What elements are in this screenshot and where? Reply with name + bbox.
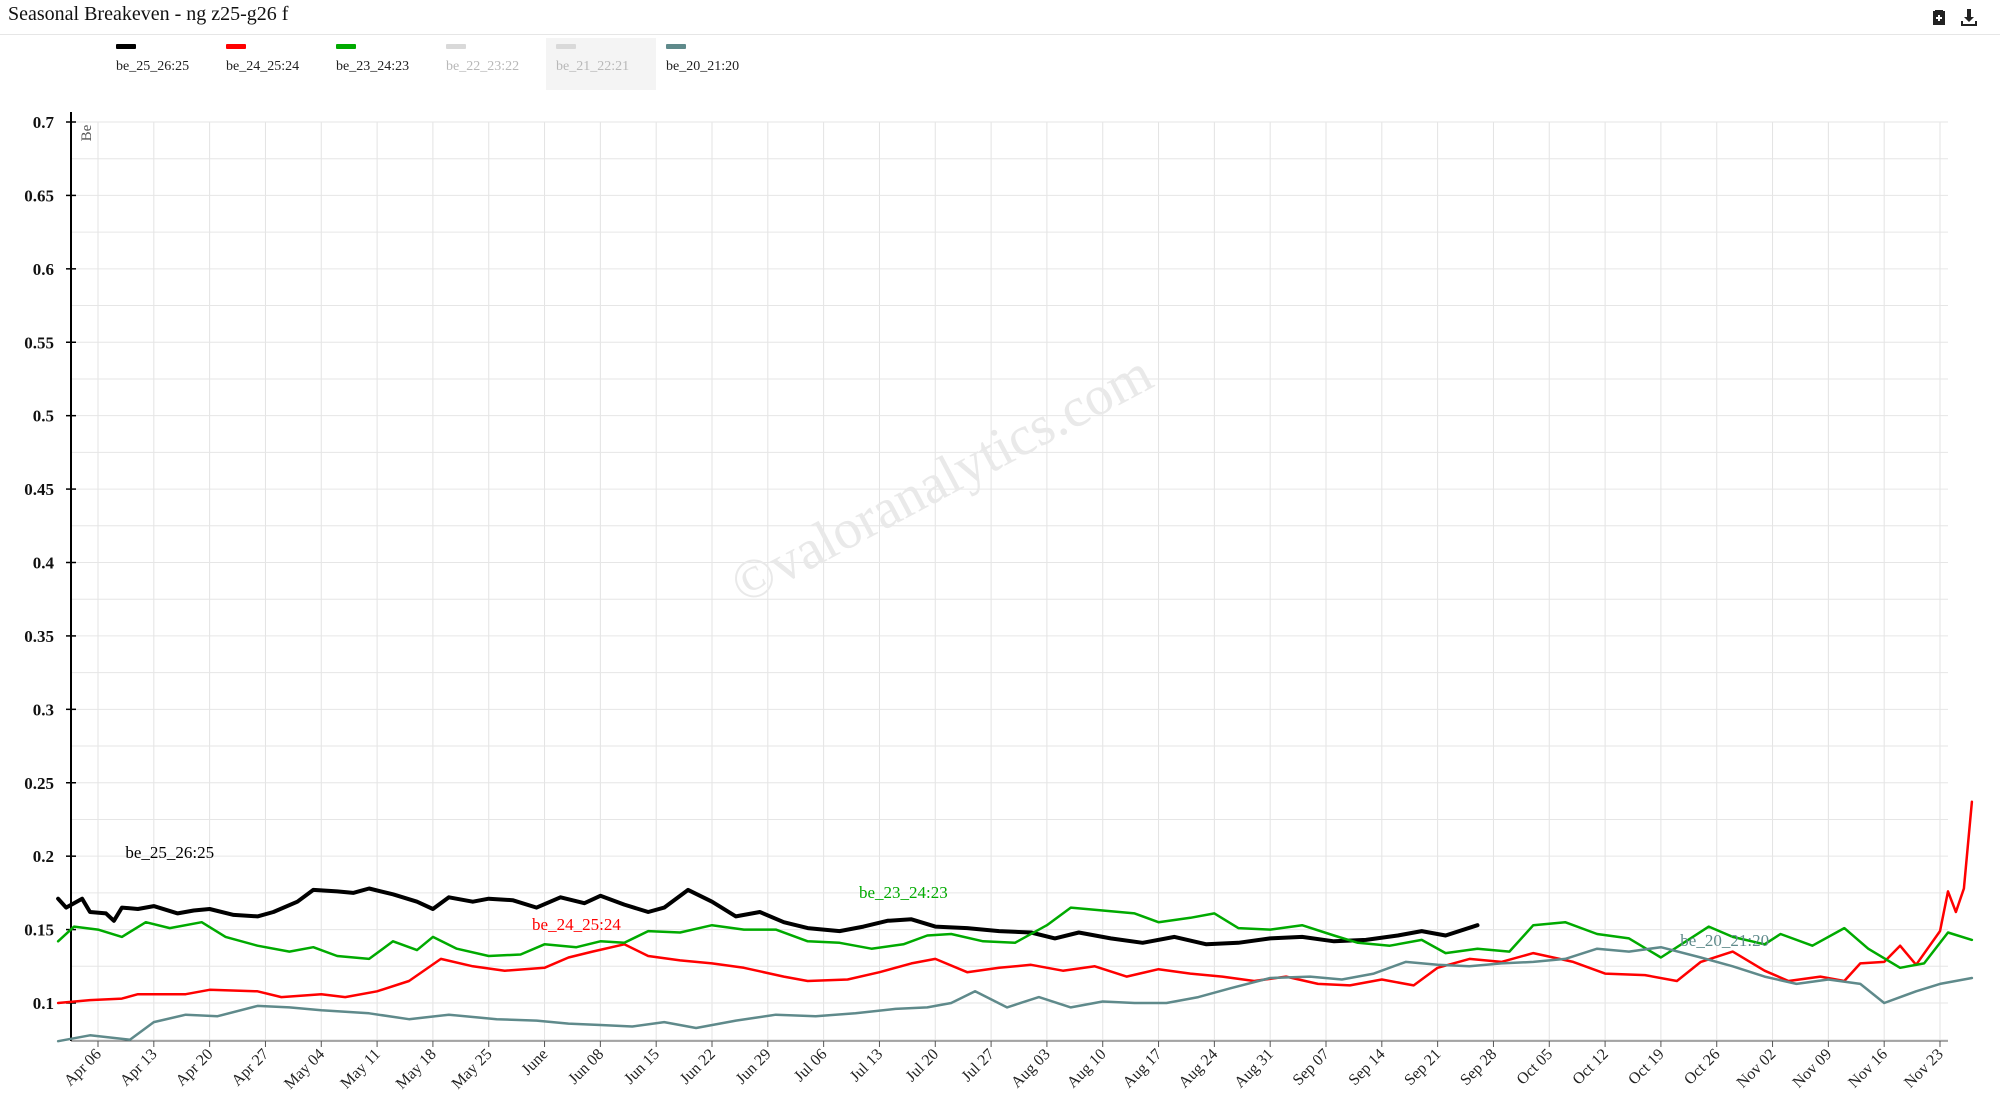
legend-item-be-23-24-23[interactable]: be_23_24:23 <box>326 38 436 90</box>
series-label: be_20_21:20 <box>1680 931 1769 950</box>
legend-swatch <box>446 44 466 49</box>
x-tick-label: May 11 <box>337 1046 383 1092</box>
legend-label: be_22_23:22 <box>446 59 520 74</box>
clipboard-icon[interactable] <box>1928 6 1950 28</box>
x-tick-label: Aug 17 <box>1120 1046 1166 1092</box>
legend-label: be_25_26:25 <box>116 59 190 74</box>
y-tick-label: 0.7 <box>33 113 55 132</box>
x-tick-label: Sep 21 <box>1401 1046 1444 1089</box>
legend-label: be_24_25:24 <box>226 59 300 74</box>
x-tick-label: Oct 12 <box>1569 1046 1612 1089</box>
y-tick-label: 0.1 <box>33 994 54 1013</box>
legend-item-be-22-23-22[interactable]: be_22_23:22 <box>436 38 546 90</box>
x-tick-label: May 25 <box>449 1046 496 1093</box>
x-tick-label: May 18 <box>393 1046 440 1093</box>
legend-label: be_21_22:21 <box>556 59 630 74</box>
x-tick-label: Aug 31 <box>1231 1046 1277 1092</box>
x-tick-label: Jun 08 <box>565 1046 607 1088</box>
y-tick-label: 0.5 <box>33 407 54 426</box>
x-tick-label: Oct 26 <box>1681 1046 1724 1089</box>
y-tick-label: 0.25 <box>24 774 54 793</box>
y-tick-label: 0.55 <box>24 333 54 352</box>
series-line-be-20-21-20 <box>56 945 1974 1043</box>
legend-label: be_23_24:23 <box>336 59 410 74</box>
y-axis-label: Be <box>79 124 95 141</box>
legend-item-be-20-21-20[interactable]: be_20_21:20 <box>656 38 766 90</box>
legend-item-be-25-26-25[interactable]: be_25_26:25 <box>106 38 216 90</box>
series-line-be-23-24-23 <box>56 906 1974 970</box>
legend-swatch <box>226 44 246 49</box>
x-tick-label: Nov 16 <box>1845 1046 1891 1092</box>
x-tick-label: Sep 07 <box>1290 1046 1333 1089</box>
legend-item-be-24-25-24[interactable]: be_24_25:24 <box>216 38 326 90</box>
series-label: be_24_25:24 <box>532 915 621 934</box>
x-tick-label: Nov 09 <box>1790 1046 1836 1092</box>
series-line-be-24-25-24 <box>56 800 1974 1005</box>
x-tick-label: Aug 24 <box>1176 1046 1222 1092</box>
chart-area: 0.1 0.15 0.2 0.25 0.3 0.35 0.4 0.45 0.5 0.55 0.6 0.… <box>24 112 1974 1093</box>
legend-swatch <box>666 44 686 49</box>
watermark: ©valoranalytics.com <box>721 342 1162 616</box>
title-bar: Seasonal Breakeven - ng z25-g26 f <box>0 0 2000 35</box>
x-tick-label: Aug 03 <box>1008 1046 1054 1092</box>
download-icon[interactable] <box>1958 6 1980 28</box>
legend-swatch <box>336 44 356 49</box>
x-tick-label: Oct 05 <box>1514 1046 1557 1089</box>
x-tick-label: Jun 15 <box>621 1046 663 1088</box>
y-tick-label: 0.45 <box>24 480 54 499</box>
x-tick-label: Nov 02 <box>1734 1046 1780 1092</box>
x-tick-label: Sep 14 <box>1346 1046 1389 1089</box>
y-tick-label: 0.2 <box>33 847 54 866</box>
legend-label: be_20_21:20 <box>666 59 740 74</box>
series-label: be_25_26:25 <box>125 843 214 862</box>
x-tick-label: Jul 13 <box>847 1046 886 1085</box>
x-tick-label: Nov 23 <box>1901 1046 1947 1092</box>
y-tick-label: 0.15 <box>24 921 54 940</box>
x-tick-label: Jun 22 <box>677 1046 719 1088</box>
x-tick-label: Jul 06 <box>791 1046 830 1085</box>
x-tick-label: Apr 27 <box>229 1046 273 1090</box>
legend-swatch <box>556 44 576 49</box>
x-tick-label: June <box>519 1046 552 1079</box>
series-label: be_23_24:23 <box>859 883 948 902</box>
x-tick-label: Apr 13 <box>117 1046 161 1090</box>
chart-title: Seasonal Breakeven - ng z25-g26 f <box>8 3 289 25</box>
x-tick-label: Apr 06 <box>61 1046 105 1090</box>
y-tick-label: 0.3 <box>33 700 54 719</box>
x-tick-label: May 04 <box>281 1046 328 1093</box>
legend-swatch <box>116 44 136 49</box>
x-tick-label: Oct 19 <box>1625 1046 1668 1089</box>
legend-item-be-21-22-21[interactable]: be_21_22:21 <box>546 38 656 90</box>
y-tick-label: 0.35 <box>24 627 54 646</box>
x-tick-label: Apr 20 <box>173 1046 217 1090</box>
x-tick-label: Sep 28 <box>1457 1046 1500 1089</box>
y-tick-label: 0.6 <box>33 260 54 279</box>
x-tick-label: Aug 10 <box>1064 1046 1110 1092</box>
x-tick-label: Jul 20 <box>903 1046 942 1085</box>
y-tick-label: 0.65 <box>24 186 54 205</box>
x-tick-label: Jun 29 <box>733 1046 775 1088</box>
chart-legend: be_25_26:25 be_24_25:24 be_23_24:23 be_22_2… <box>106 38 766 90</box>
y-tick-label: 0.4 <box>33 554 55 573</box>
x-tick-label: Jul 27 <box>959 1046 998 1085</box>
series-line-be-25-26-25 <box>56 886 1480 947</box>
